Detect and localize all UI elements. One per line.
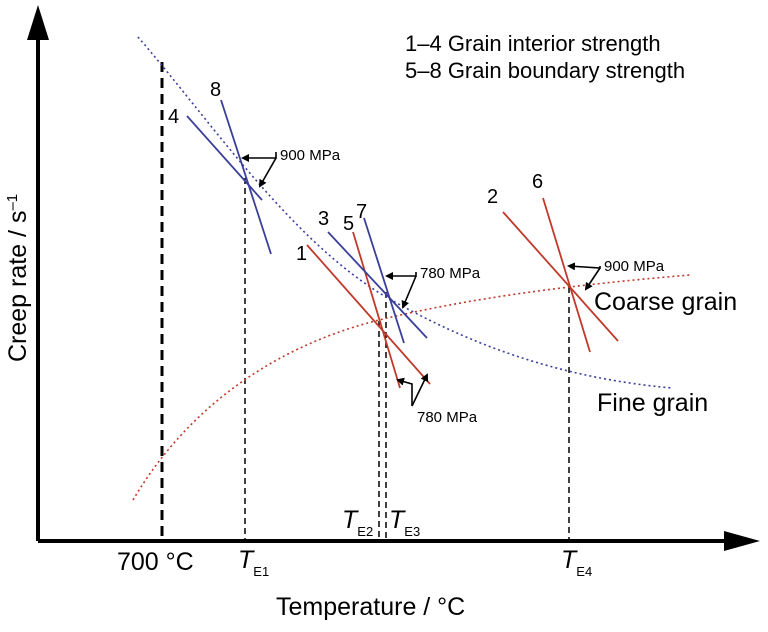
stress-900mpa-left: 900 MPa [280,147,341,164]
arrow-900mpa-left [241,152,277,188]
line-label-8: 8 [210,79,221,101]
legend-line-1: 1–4 Grain interior strength [405,31,661,56]
line-8 [220,99,272,255]
line-label-2: 2 [487,186,498,208]
line-label-1: 1 [296,243,307,265]
te1-label: TE1 [238,546,269,579]
x-axis-arrow [724,531,760,551]
arrow-780mpa-upper [385,272,417,309]
stress-900mpa-right: 900 MPa [604,258,665,275]
tick-700c: 700 °C [117,548,194,576]
te3-label: TE3 [389,506,420,539]
stress-780mpa-lower: 780 MPa [417,409,478,426]
stress-780mpa-upper: 780 MPa [420,265,481,282]
arrow-900mpa-right [567,262,601,291]
coarse-grain-label: Coarse grain [594,288,737,316]
line-label-6: 6 [532,171,543,193]
line-label-4: 4 [168,106,179,128]
coarse-grain-curve [132,274,691,501]
line-3 [327,231,428,339]
line-label-7: 7 [356,201,367,223]
line-label-5: 5 [343,213,354,235]
te4-label: TE4 [561,546,592,579]
y-axis-arrow [27,5,49,40]
line-2 [502,211,619,342]
line-label-3: 3 [318,208,329,230]
fine-grain-label: Fine grain [597,389,708,417]
line-5 [352,231,401,389]
line-6 [542,197,591,353]
legend-line-2: 5–8 Grain boundary strength [405,58,685,83]
y-axis-label: Creep rate / s–1 [4,194,32,362]
fine-grain-curve [137,36,673,389]
arrow-780mpa-lower [396,373,428,407]
te2-label: TE2 [342,506,373,539]
line-1 [306,244,431,385]
x-axis-label: Temperature / °C [276,593,465,621]
line-7 [363,217,405,344]
